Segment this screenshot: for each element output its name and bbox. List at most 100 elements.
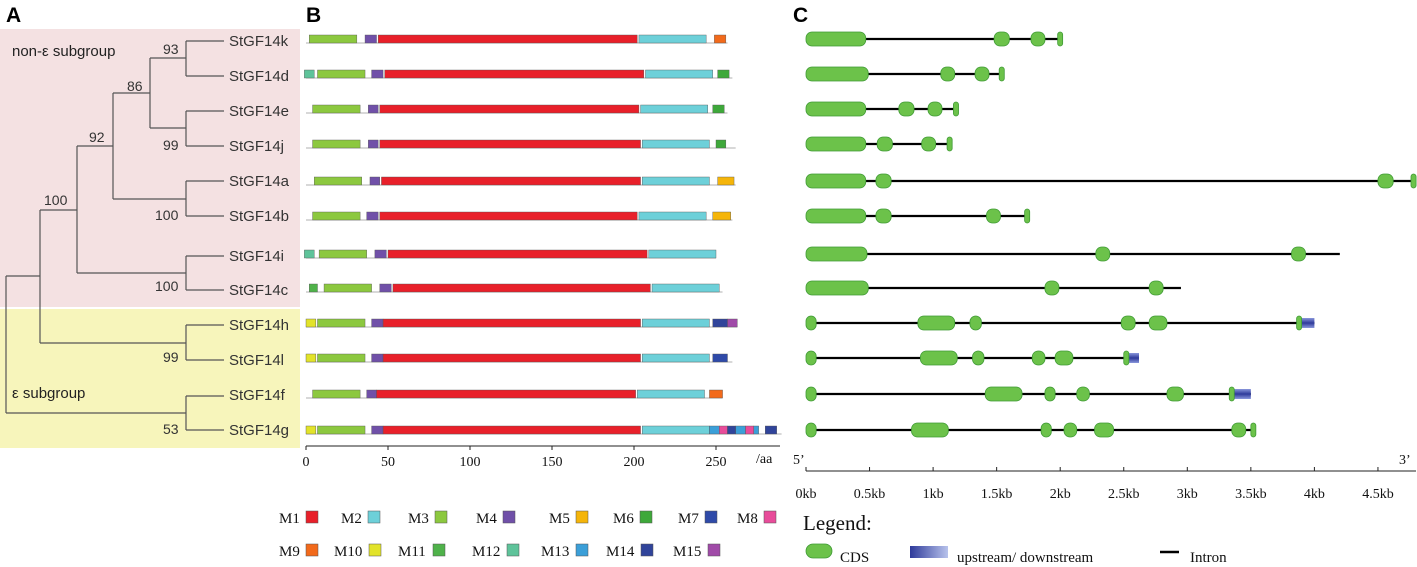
motif-block-m6 (712, 104, 725, 114)
motif-block-m2 (638, 34, 707, 44)
motif-legend-label: M2 (341, 511, 362, 527)
exon-block (927, 101, 943, 117)
motif-block-m3 (317, 425, 366, 435)
protein-row (306, 283, 723, 293)
motif-block-m14 (765, 425, 777, 435)
exon-block (1120, 315, 1136, 331)
gene-structure-row (805, 66, 1005, 82)
motif-legend-item: M11 (398, 543, 446, 560)
motif-block-m6 (715, 139, 727, 149)
motif-block-m4 (374, 249, 387, 259)
gene-structure-row (805, 315, 1315, 331)
motif-block-m2 (640, 104, 708, 114)
motif-block-m3 (317, 318, 366, 328)
motif-block-m3 (312, 211, 361, 221)
motif-legend-swatch (704, 510, 718, 524)
legend-title: Legend: (803, 511, 872, 535)
motif-legend-label: M3 (408, 511, 429, 527)
motif-block-m2 (638, 211, 707, 221)
exon-block (805, 280, 869, 296)
gene-structure-row (805, 136, 953, 152)
motif-block-m1 (384, 69, 645, 79)
panel-label-c: C (793, 4, 808, 27)
protein-row (304, 69, 733, 79)
motif-legend-item: M9 (279, 543, 319, 560)
motif-legend-swatch (575, 510, 589, 524)
utr-block (1233, 389, 1251, 399)
exon-block (1063, 422, 1078, 438)
motif-legend-item: M4 (476, 510, 516, 527)
motif-block-m1 (379, 139, 641, 149)
gene-structure-rows (805, 31, 1417, 438)
bootstrap-values: 93 86 99 92 100 100 100 99 53 (44, 41, 179, 437)
motif-block-m14 (727, 425, 736, 435)
gene-tick-label: 1.5kb (981, 487, 1013, 502)
legend-utr-swatch (910, 546, 948, 558)
exon-block (1123, 350, 1130, 366)
exon-block (1250, 422, 1257, 438)
exon-block (805, 173, 867, 189)
motif-legend-item: M7 (678, 510, 718, 527)
motif-block-m3 (318, 249, 367, 259)
motif-legend-swatch (305, 543, 319, 557)
motif-block-m4 (368, 104, 379, 114)
gene-structure-row (805, 173, 1417, 189)
exon-block (805, 66, 869, 82)
exon-block (940, 66, 956, 82)
motif-legend-label: M7 (678, 511, 699, 527)
motif-legend-label: M12 (472, 544, 500, 560)
protein-tick-label: 150 (542, 455, 563, 470)
motif-block-m1 (392, 283, 651, 293)
exon-block (911, 422, 949, 438)
motif-legend-swatch (502, 510, 516, 524)
motif-block-m7 (712, 353, 728, 363)
motif-legend-item: M12 (472, 543, 520, 560)
motif-legend-label: M4 (476, 511, 497, 527)
exon-block (876, 136, 893, 152)
motif-block-m1 (381, 176, 641, 186)
panel-label-a: A (6, 4, 21, 27)
exon-block (1228, 386, 1235, 402)
motif-block-m3 (323, 283, 372, 293)
gene-structure-row (805, 246, 1340, 262)
motif-block-m3 (317, 353, 366, 363)
motif-legend-item: M1 (279, 510, 319, 527)
motif-block-m8 (745, 425, 754, 435)
protein-row (306, 389, 723, 399)
gene-tick-label: 0kb (796, 487, 817, 502)
protein-row (305, 353, 733, 363)
exon-block (1291, 246, 1306, 262)
bootstrap-label: 93 (163, 41, 179, 57)
gene-structure-row (805, 280, 1181, 296)
protein-tick-label: 100 (460, 455, 481, 470)
motif-block-m1 (379, 211, 638, 221)
gene-tick-label: 3.5kb (1235, 487, 1267, 502)
motif-block-m1 (387, 249, 648, 259)
gene-label: StGF14e (229, 103, 289, 120)
motif-legend-item: M8 (737, 510, 777, 527)
utr-block (1300, 318, 1315, 328)
motif-legend-label: M1 (279, 511, 300, 527)
gene-label: StGF14c (229, 282, 289, 299)
gene-tick-label: 0.5kb (854, 487, 886, 502)
gene-structure-row (805, 386, 1251, 402)
motif-block-m2 (642, 425, 710, 435)
exon-block (1377, 173, 1394, 189)
exon-block (921, 136, 937, 152)
motif-legend-swatch (640, 543, 654, 557)
exon-block (805, 101, 867, 117)
exon-block (946, 136, 953, 152)
motif-legend-item: M5 (549, 510, 589, 527)
motif-block-m1 (382, 425, 641, 435)
phylogenetic-tree (5, 40, 224, 431)
motif-block-m5 (717, 176, 735, 186)
motif-legend-swatch (432, 543, 446, 557)
motif-block-m2 (642, 318, 710, 328)
bootstrap-label: 53 (163, 421, 179, 437)
motif-block-m2 (642, 176, 710, 186)
motif-block-m3 (309, 34, 358, 44)
bootstrap-label: 100 (155, 207, 179, 223)
motif-legend-label: M5 (549, 511, 570, 527)
bootstrap-label: 99 (163, 137, 179, 153)
exon-block (917, 315, 956, 331)
